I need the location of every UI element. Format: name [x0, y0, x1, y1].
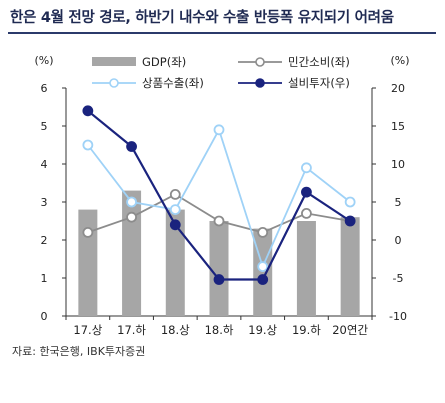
data-point: [169, 204, 181, 216]
left-tick-label: 1: [41, 272, 48, 285]
data-point: [169, 188, 181, 200]
right-tick-label: 20: [391, 82, 405, 95]
legend-label: 상품수출(좌): [142, 76, 204, 90]
x-tick-label: 17.상: [73, 323, 102, 337]
right-axis-unit: (%): [390, 54, 409, 67]
right-axis: -10 -5 0 5 10 15 20 (%): [372, 54, 410, 323]
title-divider: [8, 32, 436, 34]
data-point: [344, 215, 356, 227]
x-tick-label: 18.하: [205, 323, 234, 337]
left-tick-label: 5: [41, 120, 48, 133]
bar: [165, 209, 185, 316]
data-point: [126, 141, 137, 152]
bar: [253, 228, 273, 316]
x-tick-label: 19.상: [248, 323, 277, 337]
data-point: [344, 196, 356, 208]
right-tick-label: 10: [391, 158, 405, 171]
bar: [340, 217, 360, 316]
bar: [296, 221, 316, 316]
legend-marker: [109, 78, 119, 88]
chart: 0 1 2 3 4 5 6 (%) -10 -5 0 5 10 15 20 (%) 17.상 17.하 18.상…: [34, 54, 410, 337]
right-tick-label: 5: [395, 196, 402, 209]
data-point: [257, 274, 269, 285]
left-axis-unit: (%): [34, 54, 53, 67]
page-title: 한은 4월 전망 경로, 하반기 내수와 수출 반등폭 유지되기 어려움: [10, 10, 394, 26]
bar-series: [78, 190, 360, 316]
legend-label: 민간소비(좌): [288, 55, 350, 69]
x-tick-label: 19.하: [292, 323, 321, 337]
legend-label: GDP(좌): [142, 55, 186, 69]
right-tick-label: -10: [389, 310, 407, 323]
data-point: [257, 261, 269, 273]
data-point: [82, 105, 94, 117]
data-point: [82, 226, 94, 238]
data-point: [126, 196, 137, 208]
line-series: [82, 105, 356, 285]
source-note: 자료: 한국은행, IBK투자증권: [12, 345, 146, 358]
left-tick-label: 6: [41, 82, 48, 95]
data-point: [301, 207, 312, 219]
x-tick-label: 18.상: [161, 323, 190, 337]
left-tick-label: 4: [41, 158, 48, 171]
right-tick-label: -5: [393, 272, 404, 285]
x-tick-label: 20연간: [332, 323, 368, 337]
data-point: [126, 211, 137, 223]
data-point: [301, 186, 312, 198]
data-point: [213, 124, 225, 136]
legend-marker: [255, 78, 265, 88]
left-tick-label: 2: [41, 234, 48, 247]
bar: [209, 221, 229, 316]
legend-swatch: [92, 57, 136, 66]
x-axis-labels: 17.상 17.하 18.상 18.하 19.상 19.하 20연간: [65, 316, 373, 337]
legend-label: 설비투자(우): [288, 76, 350, 90]
data-point: [301, 162, 312, 174]
data-point: [257, 226, 269, 238]
bar: [122, 190, 142, 316]
data-point: [213, 274, 225, 285]
x-tick-label: 17.하: [117, 323, 146, 337]
right-tick-label: 15: [391, 120, 405, 133]
data-point: [213, 215, 225, 227]
legend-marker: [255, 57, 265, 67]
data-point: [82, 139, 94, 151]
left-tick-label: 3: [41, 196, 48, 209]
bar: [78, 209, 98, 316]
left-tick-label: 0: [41, 310, 48, 323]
legend: GDP(좌) 민간소비(좌) 상품수출(좌) 설비투자(우): [92, 55, 350, 90]
right-tick-label: 0: [395, 234, 402, 247]
data-point: [169, 219, 181, 231]
left-axis: 0 1 2 3 4 5 6 (%): [34, 54, 66, 323]
